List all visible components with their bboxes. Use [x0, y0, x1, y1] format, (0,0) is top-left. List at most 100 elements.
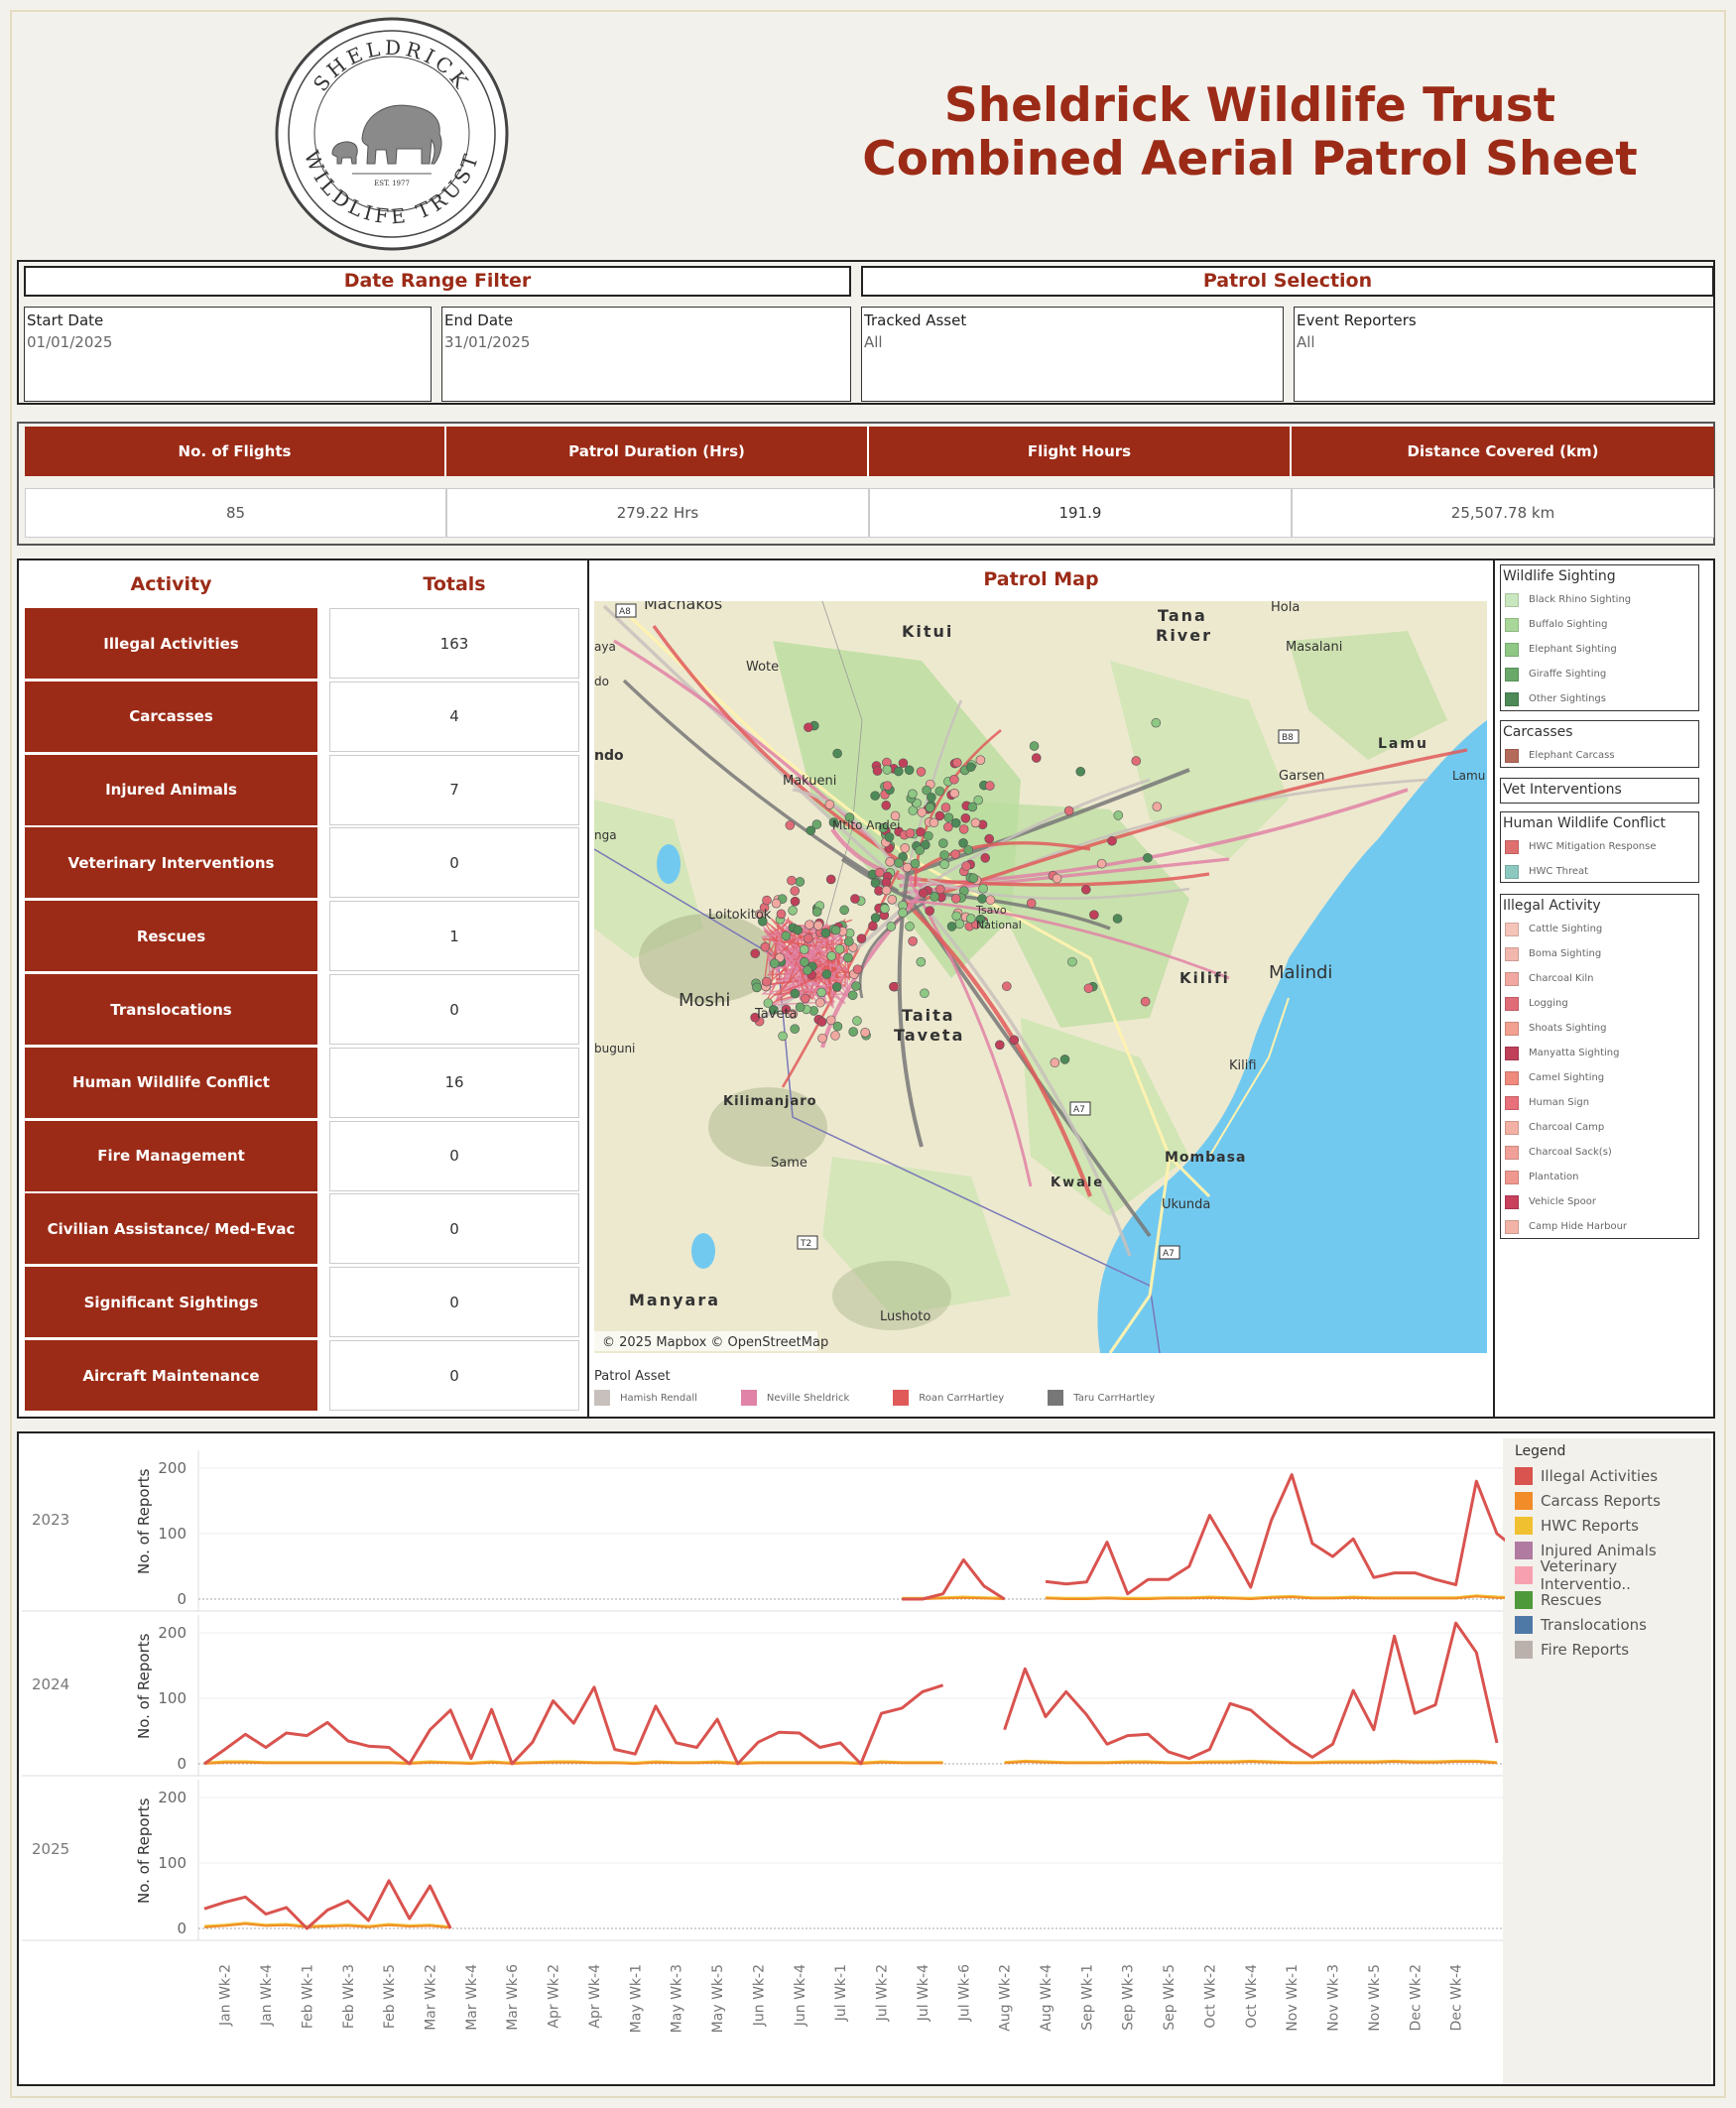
x-tick-label: Nov Wk-3	[1326, 1964, 1342, 2032]
map-event-marker	[750, 1012, 760, 1023]
svg-text:Mombasa: Mombasa	[1165, 1150, 1246, 1166]
map-legend-item[interactable]: Manyatta Sighting	[1501, 1041, 1698, 1065]
elephant-icon	[331, 104, 442, 165]
asset-legend-item[interactable]: Taru CarrHartley	[1048, 1390, 1155, 1406]
map-legend-item[interactable]: Buffalo Sighting	[1501, 612, 1698, 637]
map-event-marker	[856, 933, 867, 943]
chart-legend-label: Rescues	[1541, 1590, 1602, 1609]
svg-text:National: National	[976, 919, 1022, 931]
series-line-carcass-reports	[203, 1922, 451, 1929]
map-legend-item[interactable]: Charcoal Camp	[1501, 1115, 1698, 1140]
end-date-field[interactable]: End Date 31/01/2025	[441, 307, 851, 402]
map-event-marker	[844, 812, 855, 822]
chart-legend-item[interactable]: HWC Reports	[1515, 1513, 1708, 1538]
activity-total: 0	[329, 827, 579, 899]
map-event-marker	[785, 820, 796, 830]
map-legend-item[interactable]: Charcoal Sack(s)	[1501, 1140, 1698, 1165]
map-event-marker	[881, 801, 892, 810]
map-legend-item[interactable]: Plantation	[1501, 1165, 1698, 1189]
chart-legend-item[interactable]: Fire Reports	[1515, 1637, 1708, 1662]
map-legend-item[interactable]: Elephant Carcass	[1501, 743, 1698, 768]
chart-legend-item[interactable]: Injured Animals	[1515, 1538, 1708, 1562]
y-axis-title: No. of Reports	[135, 1468, 153, 1574]
event-reporters-field[interactable]: Event Reporters All	[1294, 307, 1714, 402]
reports-chart[interactable]: 2023 No. of Reports 0 100 200 2024 No. of Repo…	[22, 1438, 1505, 2081]
chart-legend-item[interactable]: Rescues	[1515, 1587, 1708, 1612]
map-event-marker	[1029, 741, 1040, 751]
map-legend-vet: Vet Interventions	[1500, 778, 1699, 804]
year-label: 2024	[32, 1675, 69, 1693]
map-legend-item[interactable]: HWC Threat	[1501, 859, 1698, 884]
map-legend-label: Cattle Sighting	[1529, 924, 1603, 934]
map-legend-item[interactable]: Human Sign	[1501, 1090, 1698, 1115]
map-legend-title: Vet Interventions	[1503, 782, 1622, 798]
asset-legend-item[interactable]: Hamish Rendall	[594, 1390, 697, 1406]
map-legend-item[interactable]: Charcoal Kiln	[1501, 966, 1698, 991]
map-legend-title: Illegal Activity	[1503, 898, 1601, 914]
map-legend-title: Human Wildlife Conflict	[1503, 815, 1667, 831]
map-legend-item[interactable]: Logging	[1501, 991, 1698, 1016]
end-date-value[interactable]: 31/01/2025	[444, 333, 531, 351]
svg-text:Kilifi: Kilifi	[1229, 1058, 1257, 1073]
map-event-marker	[795, 877, 806, 887]
svg-text:Lamu: Lamu	[1378, 736, 1428, 752]
map-event-marker	[1002, 981, 1012, 992]
map-legend-item[interactable]: Camel Sighting	[1501, 1065, 1698, 1090]
event-reporters-value[interactable]: All	[1297, 333, 1315, 351]
map-event-marker	[939, 850, 949, 860]
legend-swatch	[1505, 1095, 1519, 1110]
svg-text:Moshi: Moshi	[679, 990, 730, 1011]
chart-legend-item[interactable]: Veterinary Interventio..	[1515, 1557, 1708, 1593]
map-event-marker	[788, 1009, 799, 1020]
svg-text:Wote: Wote	[746, 660, 779, 675]
map-legend-item[interactable]: Other Sightings	[1501, 686, 1698, 711]
tracked-asset-field[interactable]: Tracked Asset All	[861, 307, 1284, 402]
chart-legend-item[interactable]: Illegal Activities	[1515, 1463, 1708, 1488]
map-legend-item[interactable]: Vehicle Spoor	[1501, 1189, 1698, 1214]
map-event-marker	[848, 1027, 858, 1037]
legend-swatch	[1505, 1070, 1519, 1085]
map-event-marker	[1096, 858, 1107, 869]
map-event-marker	[868, 921, 878, 931]
chart-legend-item[interactable]: Translocations	[1515, 1612, 1708, 1637]
map-event-marker	[790, 886, 801, 896]
map-event-marker	[850, 894, 860, 904]
map-legend-item[interactable]: HWC Mitigation Response	[1501, 834, 1698, 859]
y-tick-label: 100	[158, 1525, 186, 1543]
map-event-marker	[943, 821, 953, 832]
map-event-marker	[852, 964, 863, 974]
map-event-marker	[803, 965, 812, 975]
x-tick-label: Dec Wk-2	[1408, 1964, 1424, 2031]
map-event-marker	[872, 766, 883, 776]
start-date-value[interactable]: 01/01/2025	[27, 333, 113, 351]
map-event-marker	[1063, 806, 1074, 816]
map-legend-item[interactable]: Elephant Sighting	[1501, 637, 1698, 662]
map-legend-item[interactable]: Giraffe Sighting	[1501, 662, 1698, 686]
map-event-marker	[803, 933, 813, 943]
patrol-map[interactable]: Machakos Kitui Tana River Hola Masalani …	[594, 601, 1487, 1353]
map-legend-label: Charcoal Camp	[1529, 1122, 1605, 1133]
activity-total: 0	[329, 1193, 579, 1265]
patrol-track	[915, 841, 1091, 874]
svg-text:do: do	[594, 675, 609, 688]
asset-swatch	[1048, 1390, 1064, 1406]
map-event-marker	[934, 786, 945, 797]
map-legend-item[interactable]: Black Rhino Sighting	[1501, 587, 1698, 612]
map-legend-item[interactable]: Cattle Sighting	[1501, 917, 1698, 941]
asset-legend-item[interactable]: Neville Sheldrick	[740, 1390, 849, 1406]
asset-legend-item[interactable]: Roan CarrHartley	[893, 1390, 1004, 1406]
start-date-field[interactable]: Start Date 01/01/2025	[24, 307, 432, 402]
kpi-header-duration: Patrol Duration (Hrs)	[446, 427, 869, 476]
activity-label: Civilian Assistance/ Med-Evac	[25, 1193, 317, 1265]
legend-swatch	[1505, 691, 1519, 706]
chart-panel-2023: 2023 No. of Reports 0 100 200	[22, 1450, 1505, 1612]
chart-legend-list: Legend Illegal Activities Carcass Reports…	[1515, 1443, 1708, 1662]
chart-legend-item[interactable]: Carcass Reports	[1515, 1488, 1708, 1513]
x-tick-label: May Wk-5	[710, 1964, 726, 2033]
asset-legend-label: Taru CarrHartley	[1073, 1392, 1156, 1404]
svg-text:Mtito Andei: Mtito Andei	[832, 818, 900, 832]
map-legend-item[interactable]: Boma Sighting	[1501, 941, 1698, 966]
tracked-asset-value[interactable]: All	[864, 333, 883, 351]
map-legend-item[interactable]: Camp Hide Harbour	[1501, 1214, 1698, 1239]
map-legend-item[interactable]: Shoats Sighting	[1501, 1016, 1698, 1041]
